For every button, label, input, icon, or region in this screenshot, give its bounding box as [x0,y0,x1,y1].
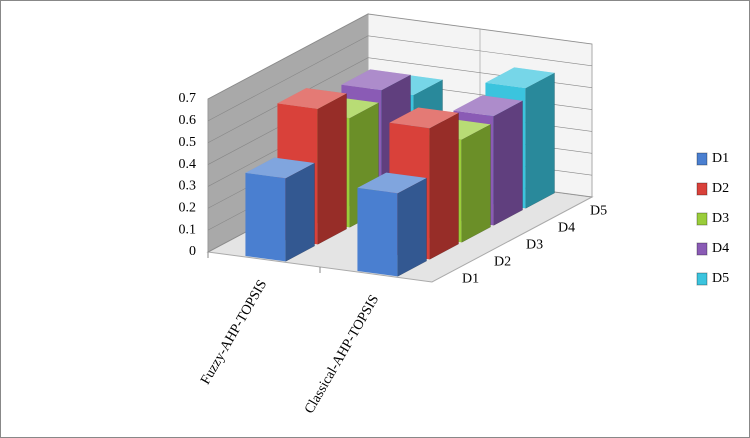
legend-swatch [696,242,708,256]
depth-label: D3 [526,238,543,253]
legend-swatch [696,272,708,286]
bar-top [485,67,555,89]
bar-top [357,172,427,194]
legend-swatch [696,212,708,226]
bar-top [341,69,411,91]
legend-swatch [696,182,708,196]
bar-top [453,95,523,117]
bar [357,172,427,277]
bar-top-light [453,95,523,117]
bar-top-light [245,157,315,179]
y-tick-label: 0 [189,244,196,259]
legend-label: D1 [712,151,729,166]
bar-top-light [389,107,459,129]
bar-front [357,187,398,277]
bar-top [389,107,459,129]
bar-side-shade [397,177,427,277]
depth-label: D1 [462,272,479,287]
depth-label: D4 [558,221,575,236]
bar-front [245,172,286,262]
bar-side-shade [525,72,555,209]
y-tick-label: 0.2 [179,201,197,216]
bar-side-shade [493,100,523,226]
legend-label: D5 [712,271,729,286]
y-tick-label: 0.4 [179,157,197,172]
bar-top [245,157,315,179]
bar-top-light [357,172,427,194]
y-tick-label: 0.5 [179,135,197,150]
legend-label: D4 [712,241,729,256]
legend-swatch [696,152,708,166]
bar-top [277,88,347,109]
bar [245,157,315,262]
bar-side-shade [317,93,347,245]
y-tick-label: 0.7 [179,91,197,106]
legend-label: D3 [712,211,729,226]
depth-label: D2 [494,255,511,270]
bar-top-light [277,88,347,109]
grid-line [207,13,593,100]
grid-line [207,35,593,122]
bar-top-light [341,69,411,91]
legend-label: D2 [712,181,729,196]
bar-side-shade [429,112,459,260]
y-tick-label: 0.1 [179,222,197,237]
bar-side-shade [285,162,315,262]
y-tick-label: 0.6 [179,113,197,128]
depth-label: D5 [590,204,607,219]
bar-top-light [485,67,555,89]
y-tick-label: 0.3 [179,179,197,194]
bar-side-shade [461,124,491,243]
